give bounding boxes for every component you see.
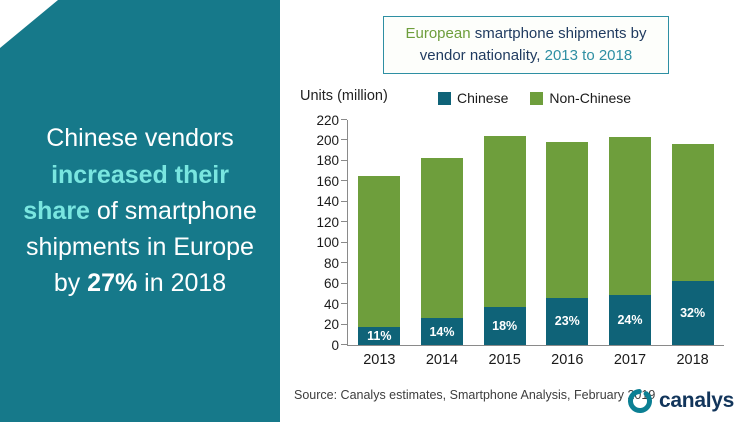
x-axis-labels: 2013 2014 2015 2016 2017 2018 (348, 352, 724, 368)
headline-seg-4-bold: 27% (87, 269, 138, 298)
canalys-logo: canalys (627, 388, 734, 414)
segment-non-chinese (546, 141, 589, 298)
y-axis-line (347, 120, 348, 345)
y-tick-label: 80 (323, 255, 339, 271)
stacked-bar-2018: 32% (671, 143, 714, 345)
y-tick-label: 160 (316, 173, 339, 189)
source-note: Source: Canalys estimates, Smartphone An… (294, 388, 656, 402)
y-tick-label: 0 (331, 337, 339, 353)
plot-area: 11% 14% 18% 23% 24% 32% 0 20 40 60 80 100 120 140 160… (316, 113, 724, 351)
segment-chinese: 32% (671, 280, 714, 345)
y-tick-label: 200 (316, 132, 339, 148)
y-tick-mark (341, 282, 347, 284)
segment-chinese: 24% (608, 294, 651, 345)
bar-percentage-label: 32% (680, 305, 706, 320)
y-tick-mark (341, 119, 347, 120)
bar-percentage-label: 11% (367, 328, 392, 343)
segment-chinese: 23% (546, 297, 589, 345)
stacked-bar-2013: 11% (358, 176, 401, 345)
bar-percentage-label: 23% (554, 314, 580, 329)
chart-title-seg-3: 2013 to 2018 (544, 46, 633, 64)
legend-swatch-chinese (438, 91, 451, 105)
y-tick-label: 140 (316, 194, 339, 210)
stacked-bar-2015: 18% (483, 136, 526, 345)
y-tick-label: 120 (316, 214, 339, 230)
y-axis-units-label: Units (million) (300, 88, 388, 104)
legend-label-chinese: Chinese (457, 90, 509, 106)
y-tick-mark (341, 180, 347, 182)
y-tick-mark (341, 200, 347, 202)
canalys-logo-text: canalys (659, 389, 734, 412)
y-tick-mark (341, 139, 347, 141)
chart-legend: Chinese Non-Chinese (438, 90, 631, 106)
y-tick-mark (341, 303, 347, 305)
x-axis-label: 2016 (551, 352, 584, 368)
canalys-logo-ring-icon (628, 389, 653, 413)
x-axis-label: 2015 (488, 352, 521, 368)
x-axis-label: 2017 (613, 352, 647, 368)
stacked-bar-2014: 14% (420, 157, 463, 345)
chart-title-seg-1: European (405, 25, 475, 42)
bar-percentage-label: 14% (429, 324, 455, 339)
headline-seg-3: of smartphone shipments in Europe by (26, 196, 257, 298)
y-tick-mark (341, 221, 347, 223)
bars-container: 11% 14% 18% 23% 24% 32% (348, 120, 724, 345)
segment-non-chinese (483, 136, 526, 308)
chart-title-box: European smartphone shipments by vendor … (383, 16, 669, 74)
headline-text: Chinese vendors increased their share of… (22, 120, 258, 301)
y-tick-mark (341, 159, 347, 161)
y-tick-mark (341, 323, 347, 325)
segment-non-chinese (671, 143, 714, 281)
y-tick-label: 100 (316, 234, 339, 250)
y-tick-label: 60 (323, 275, 339, 291)
stacked-bar-2017: 24% (608, 137, 651, 345)
y-tick-mark (341, 241, 347, 243)
legend-item-chinese: Chinese (438, 90, 508, 106)
bar-percentage-label: 24% (617, 312, 643, 327)
headline-seg-5: in 2018 (137, 269, 227, 298)
headline-seg-1: Chinese vendors (46, 124, 234, 153)
segment-non-chinese (358, 176, 401, 327)
y-tick-label: 20 (323, 316, 339, 332)
y-tick-label: 40 (323, 296, 339, 312)
segment-chinese: 18% (483, 307, 526, 345)
segment-chinese: 11% (358, 326, 401, 345)
y-tick-mark (341, 344, 347, 345)
segment-non-chinese (608, 137, 651, 295)
legend-label-non-chinese: Non-Chinese (549, 90, 632, 106)
headline-panel: Chinese vendors increased their share of… (0, 0, 280, 422)
x-axis-label: 2014 (425, 352, 459, 368)
y-tick-label: 220 (316, 112, 339, 128)
x-axis-label: 2018 (676, 352, 709, 368)
segment-non-chinese (420, 157, 463, 319)
headline-seg-2-highlight: increased their share (23, 160, 229, 225)
bar-percentage-label: 18% (492, 319, 518, 334)
segment-chinese: 14% (420, 318, 463, 345)
x-axis-line (347, 345, 724, 346)
legend-swatch-non-chinese (530, 91, 544, 105)
y-tick-label: 180 (316, 153, 339, 169)
y-tick-mark (341, 262, 347, 264)
chart-title-seg-2: smartphone shipments by vendor nationali… (419, 25, 647, 64)
legend-item-non-chinese: Non-Chinese (530, 90, 631, 106)
x-axis-label: 2013 (363, 352, 396, 368)
stacked-bar-2016: 23% (546, 141, 589, 345)
